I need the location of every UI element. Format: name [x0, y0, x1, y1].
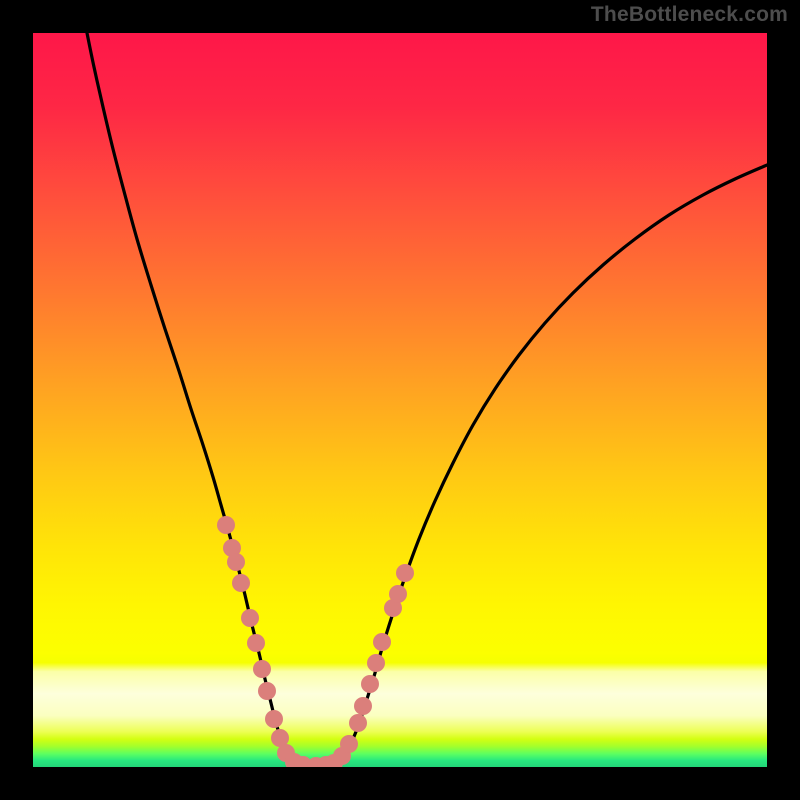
marker-left	[241, 609, 259, 627]
marker-right	[361, 675, 379, 693]
marker-left	[247, 634, 265, 652]
chart-frame: TheBottleneck.com	[0, 0, 800, 800]
marker-right	[349, 714, 367, 732]
marker-right	[389, 585, 407, 603]
marker-left	[217, 516, 235, 534]
plot-area	[33, 33, 767, 767]
marker-right	[396, 564, 414, 582]
watermark-text: TheBottleneck.com	[591, 3, 788, 27]
marker-left	[253, 660, 271, 678]
gradient-background	[33, 33, 767, 767]
marker-right	[340, 735, 358, 753]
marker-left	[227, 553, 245, 571]
marker-right	[367, 654, 385, 672]
marker-left	[265, 710, 283, 728]
marker-left	[258, 682, 276, 700]
marker-left	[232, 574, 250, 592]
plot-svg	[33, 33, 767, 767]
marker-right	[354, 697, 372, 715]
marker-right	[373, 633, 391, 651]
